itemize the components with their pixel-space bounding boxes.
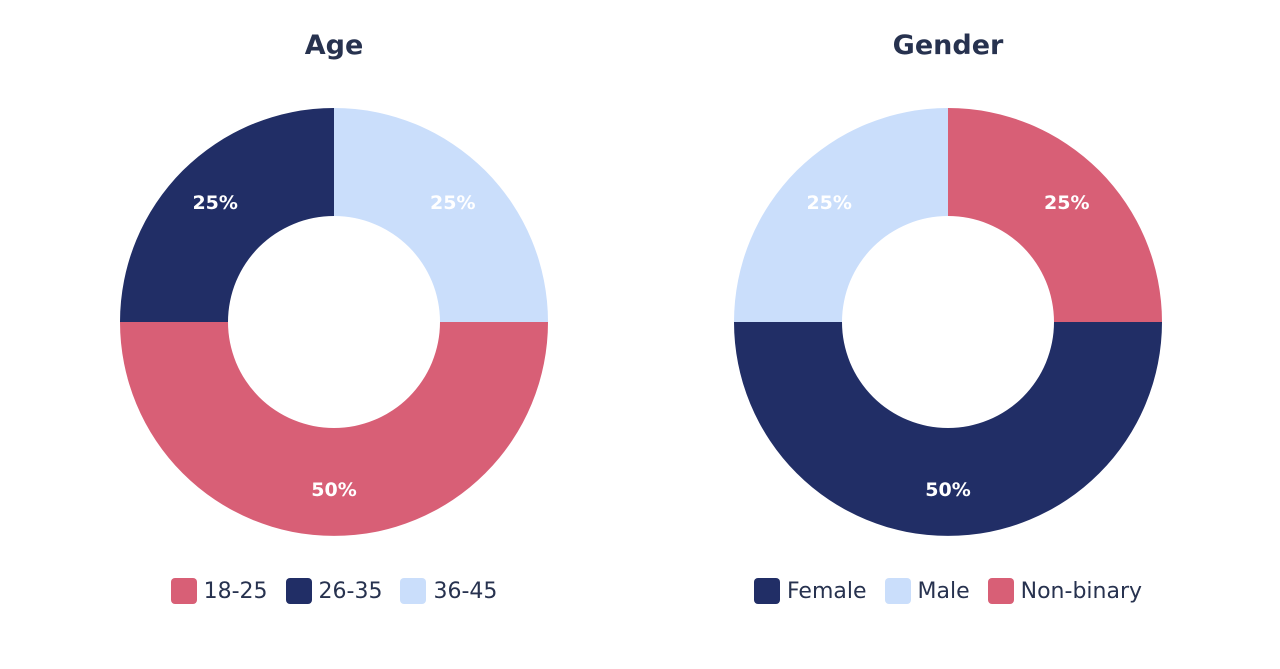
gender-legend-label: Non-binary bbox=[1020, 578, 1143, 604]
gender-legend-item: Female bbox=[753, 578, 867, 604]
gender-chart-title: Gender bbox=[892, 30, 1004, 61]
age-chart-title: Age bbox=[304, 30, 364, 61]
gender-slice-label: 25% bbox=[1044, 192, 1089, 214]
gender-legend-label: Male bbox=[917, 578, 970, 604]
age-legend-item: 26-35 bbox=[285, 578, 383, 604]
age-donut-chart: 25% 50% 25% bbox=[120, 108, 548, 536]
age-slice-36-45 bbox=[334, 108, 548, 322]
age-slice-label: 50% bbox=[311, 479, 356, 501]
age-legend-label: 18-25 bbox=[203, 578, 268, 604]
age-legend: 18-25 26-35 36-45 bbox=[14, 578, 654, 604]
age-chart-panel: Age 25% 50% 25% 18-25 26-35 36-45 bbox=[14, 0, 654, 669]
age-legend-label: 36-45 bbox=[433, 578, 498, 604]
gender-legend-swatch bbox=[884, 578, 911, 604]
age-legend-swatch bbox=[285, 578, 312, 604]
gender-slice-label: 25% bbox=[806, 192, 851, 214]
age-slice-label: 25% bbox=[430, 192, 475, 214]
age-slice-label: 25% bbox=[192, 192, 237, 214]
gender-chart-panel: Gender 25% 50% 25% Female Male Non-binary bbox=[628, 0, 1268, 669]
gender-slice-female bbox=[734, 322, 1162, 536]
age-slice-26-35 bbox=[120, 108, 334, 322]
age-slice-18-25 bbox=[120, 322, 548, 536]
gender-legend-swatch bbox=[753, 578, 780, 604]
gender-slice-label: 50% bbox=[925, 479, 970, 501]
gender-legend-swatch bbox=[987, 578, 1014, 604]
gender-slice-male bbox=[734, 108, 948, 322]
age-legend-item: 36-45 bbox=[400, 578, 497, 604]
age-legend-swatch bbox=[400, 578, 427, 604]
age-legend-label: 26-35 bbox=[318, 578, 383, 604]
gender-legend: Female Male Non-binary bbox=[628, 578, 1268, 604]
gender-slice-non-binary bbox=[948, 108, 1162, 322]
gender-legend-label: Female bbox=[786, 578, 867, 604]
gender-donut-chart: 25% 50% 25% bbox=[734, 108, 1162, 536]
gender-legend-item: Non-binary bbox=[987, 578, 1143, 604]
gender-legend-item: Male bbox=[884, 578, 970, 604]
age-legend-swatch bbox=[170, 578, 197, 604]
age-legend-item: 18-25 bbox=[170, 578, 268, 604]
